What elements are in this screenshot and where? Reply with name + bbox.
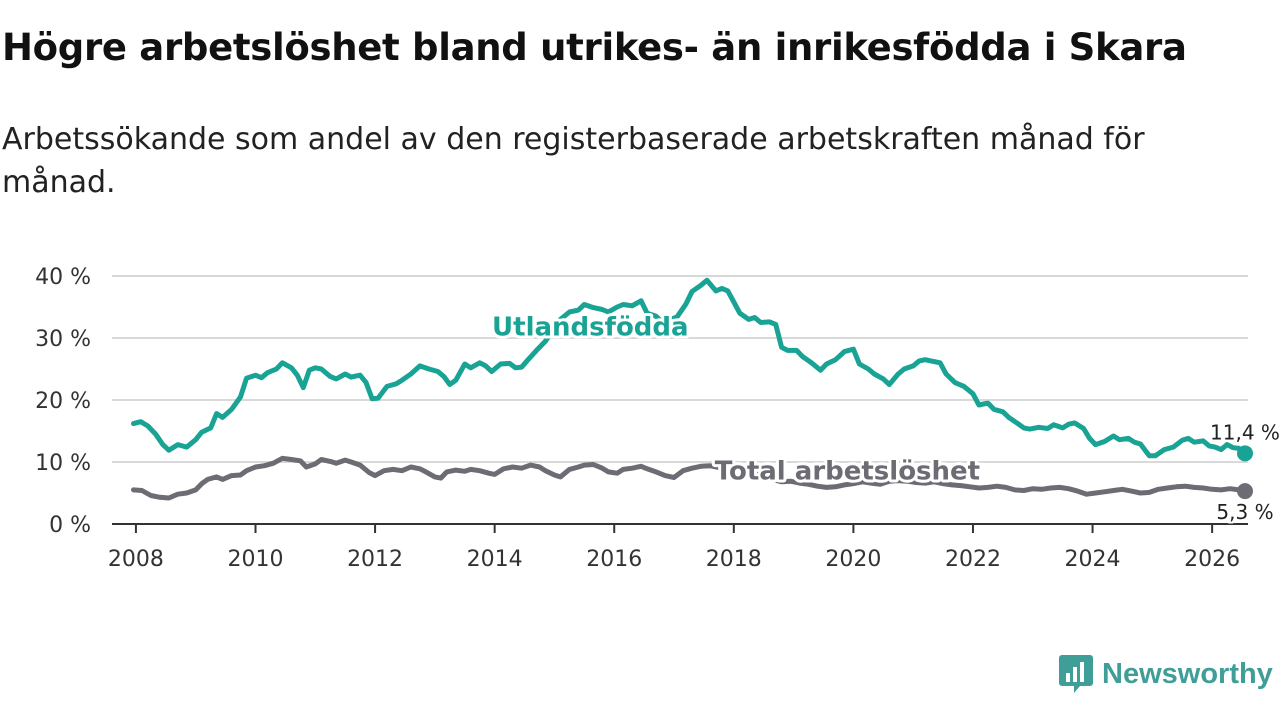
x-tick-label: 2018 <box>706 547 762 572</box>
x-tick-label: 2010 <box>227 547 283 572</box>
gridlines <box>112 275 1248 463</box>
x-tick-label: 2008 <box>108 547 164 572</box>
x-tick-label: 2024 <box>1065 547 1121 572</box>
series-line-total <box>131 455 1248 501</box>
series-name-label: Utlandsfödda <box>492 313 689 343</box>
series-lines <box>131 277 1254 501</box>
end-value-label: 11,4 % <box>1210 420 1280 444</box>
newsworthy-logo: Newsworthy <box>1058 652 1273 696</box>
axes: 0 % 10 % 20 % 30 % 40 % 2008 2010 2012 2014 2016 2… <box>35 265 1248 572</box>
brand-name: Newsworthy <box>1102 657 1273 690</box>
x-tick-label: 2022 <box>945 547 1001 572</box>
y-tick-label: 20 % <box>35 389 91 414</box>
x-tick-label: 2014 <box>467 547 523 572</box>
x-tick-label: 2016 <box>586 547 642 572</box>
series-endpoint-utlandsfodda <box>1237 445 1254 462</box>
x-tick-label: 2026 <box>1184 547 1240 572</box>
series-line-utlandsfodda <box>131 277 1248 459</box>
newsworthy-logo-icon <box>1059 655 1093 693</box>
y-tick-label: 30 % <box>35 327 91 352</box>
y-tick-label: 40 % <box>35 265 91 290</box>
y-tick-label: 10 % <box>35 451 91 476</box>
series-name-label: Total arbetslöshet <box>715 456 980 486</box>
series-labels: 11,4 % 5,3 % Utlandsfödda Total arbetslöshe… <box>489 310 1280 527</box>
chart-title: Högre arbetslöshet bland utrikes- än inr… <box>2 26 1187 69</box>
chart-subtitle: Arbetssökande som andel av den registerb… <box>2 122 1145 200</box>
x-tick-label: 2020 <box>825 547 881 572</box>
x-tick-label: 2012 <box>347 547 403 572</box>
series-endpoint-total <box>1237 483 1254 500</box>
y-tick-label: 0 % <box>49 513 91 538</box>
end-value-label: 5,3 % <box>1216 500 1273 524</box>
line-chart: 0 % 10 % 20 % 30 % 40 % 2008 2010 2012 2014 2016 2… <box>35 265 1280 572</box>
